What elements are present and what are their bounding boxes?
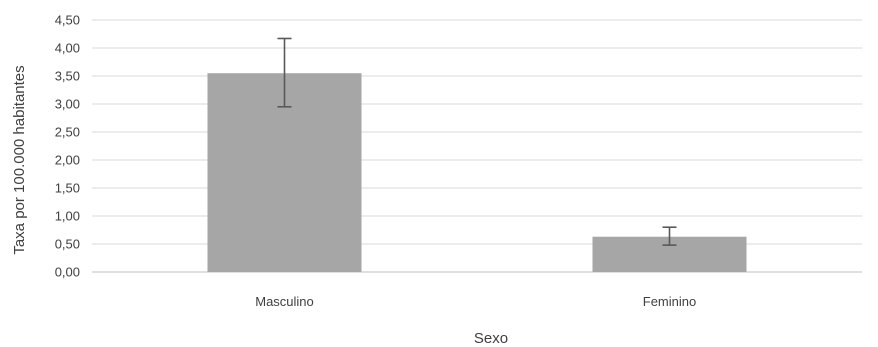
y-tick-label: 0,50 xyxy=(55,237,80,252)
bars xyxy=(207,73,747,272)
x-category-label: Masculino xyxy=(255,294,314,309)
error-bar-masculino xyxy=(277,37,292,108)
y-axis-ticks: 0,00 0,50 1,00 1,50 2,00 2,50 3,00 3,50 4,00 4,50 xyxy=(55,13,80,280)
error-bar-feminino xyxy=(662,226,677,246)
y-tick-label: 4,50 xyxy=(55,13,80,28)
x-category-label: Feminino xyxy=(643,294,696,309)
x-axis-title: Sexo xyxy=(474,330,508,347)
y-axis-title: Taxa por 100.000 habitantes xyxy=(11,65,28,254)
y-tick-label: 1,00 xyxy=(55,209,80,224)
y-tick-label: 2,50 xyxy=(55,125,80,140)
y-tick-label: 3,50 xyxy=(55,69,80,84)
error-bars xyxy=(277,37,677,246)
y-tick-label: 2,00 xyxy=(55,153,80,168)
x-axis-categories: Masculino Feminino xyxy=(255,294,696,309)
y-tick-label: 0,00 xyxy=(55,265,80,280)
y-tick-label: 4,00 xyxy=(55,41,80,56)
y-tick-label: 1,50 xyxy=(55,181,80,196)
y-tick-label: 3,00 xyxy=(55,97,80,112)
